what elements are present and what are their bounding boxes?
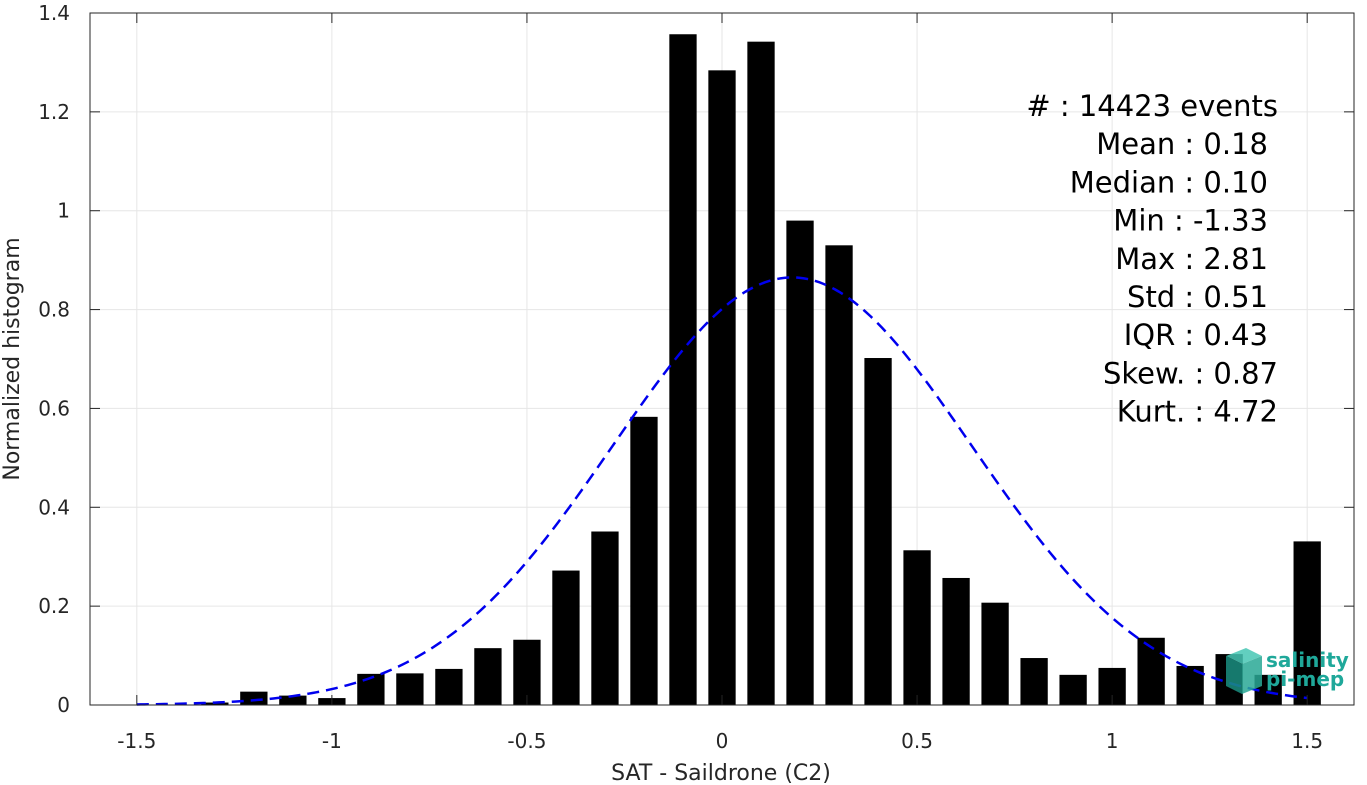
stat-line: Kurt. : 4.72: [1117, 395, 1278, 429]
histogram-bar: [708, 70, 736, 705]
y-tick-label: 1: [57, 199, 70, 223]
histogram-bar: [552, 570, 580, 705]
histogram-bar: [942, 577, 970, 705]
y-tick-label: 0: [57, 693, 70, 717]
histogram-bar: [864, 358, 892, 705]
y-tick-label: 0.4: [38, 495, 70, 519]
histogram-bar: [1137, 637, 1165, 705]
y-tick-label: 0.6: [38, 396, 70, 420]
y-axis-label: Normalized histogram: [0, 237, 25, 480]
x-tick-label: -0.5: [507, 729, 546, 753]
histogram-bar: [669, 34, 697, 706]
y-tick-label: 1.4: [38, 1, 70, 25]
histogram-bar: [396, 673, 424, 705]
histogram-bar: [513, 639, 541, 705]
stat-line: # : 14423 events: [1026, 89, 1278, 123]
x-tick-label: 0: [716, 729, 729, 753]
x-tick-label: -1: [322, 729, 342, 753]
histogram-bar: [1059, 674, 1087, 705]
histogram-bar: [435, 668, 463, 705]
y-tick-label: 0.8: [38, 298, 70, 322]
logo-cube-icon: [1226, 648, 1262, 694]
x-axis-label: SAT - Saildrone (C2): [611, 761, 831, 785]
stat-line: Median : 0.10: [1070, 165, 1268, 199]
histogram-bar: [240, 691, 268, 705]
histogram-bar: [1293, 541, 1321, 705]
logo-line1: salinity: [1266, 648, 1349, 672]
x-tick-label: 1.5: [1291, 729, 1323, 753]
histogram-bar: [1020, 658, 1048, 705]
histogram-bar: [630, 416, 658, 705]
logo-line2: pi-mep: [1266, 667, 1344, 691]
salinity-pi-mep-logo: salinity pi-mep: [1226, 648, 1349, 694]
histogram-bar: [591, 531, 619, 705]
stat-line: Skew. : 0.87: [1103, 356, 1278, 390]
histogram-bar: [279, 695, 307, 705]
histogram-bars: [201, 34, 1321, 706]
normal-fit-curve-group: [136, 276, 1308, 706]
x-tick-label: -1.5: [117, 729, 156, 753]
y-axis-ticks: 0 0.2 0.4 0.6 0.8 1 1.2 1.4: [38, 1, 1354, 717]
x-tick-label: 1: [1106, 729, 1119, 753]
x-tick-label: 0.5: [901, 729, 933, 753]
y-tick-label: 0.2: [38, 594, 70, 618]
histogram-bar: [786, 220, 814, 705]
x-axis-ticks: -1.5 -1 -0.5 0 0.5 1 1.5: [117, 13, 1323, 753]
histogram-bar: [474, 648, 502, 705]
normal-fit-curve: [136, 276, 1308, 706]
stat-line: Max : 2.81: [1115, 242, 1268, 276]
stat-line: Std : 0.51: [1127, 280, 1268, 314]
stat-line: IQR : 0.43: [1124, 318, 1268, 352]
histogram-bar: [981, 602, 1009, 705]
stat-line: Mean : 0.18: [1096, 127, 1268, 161]
y-tick-label: 1.2: [38, 100, 70, 124]
histogram-bar: [747, 41, 775, 705]
stats-annotation: # : 14423 events Mean : 0.18 Median : 0.10…: [1026, 89, 1278, 429]
histogram-bar: [903, 550, 931, 705]
histogram-bar: [825, 245, 853, 706]
stat-line: Min : -1.33: [1113, 204, 1268, 238]
